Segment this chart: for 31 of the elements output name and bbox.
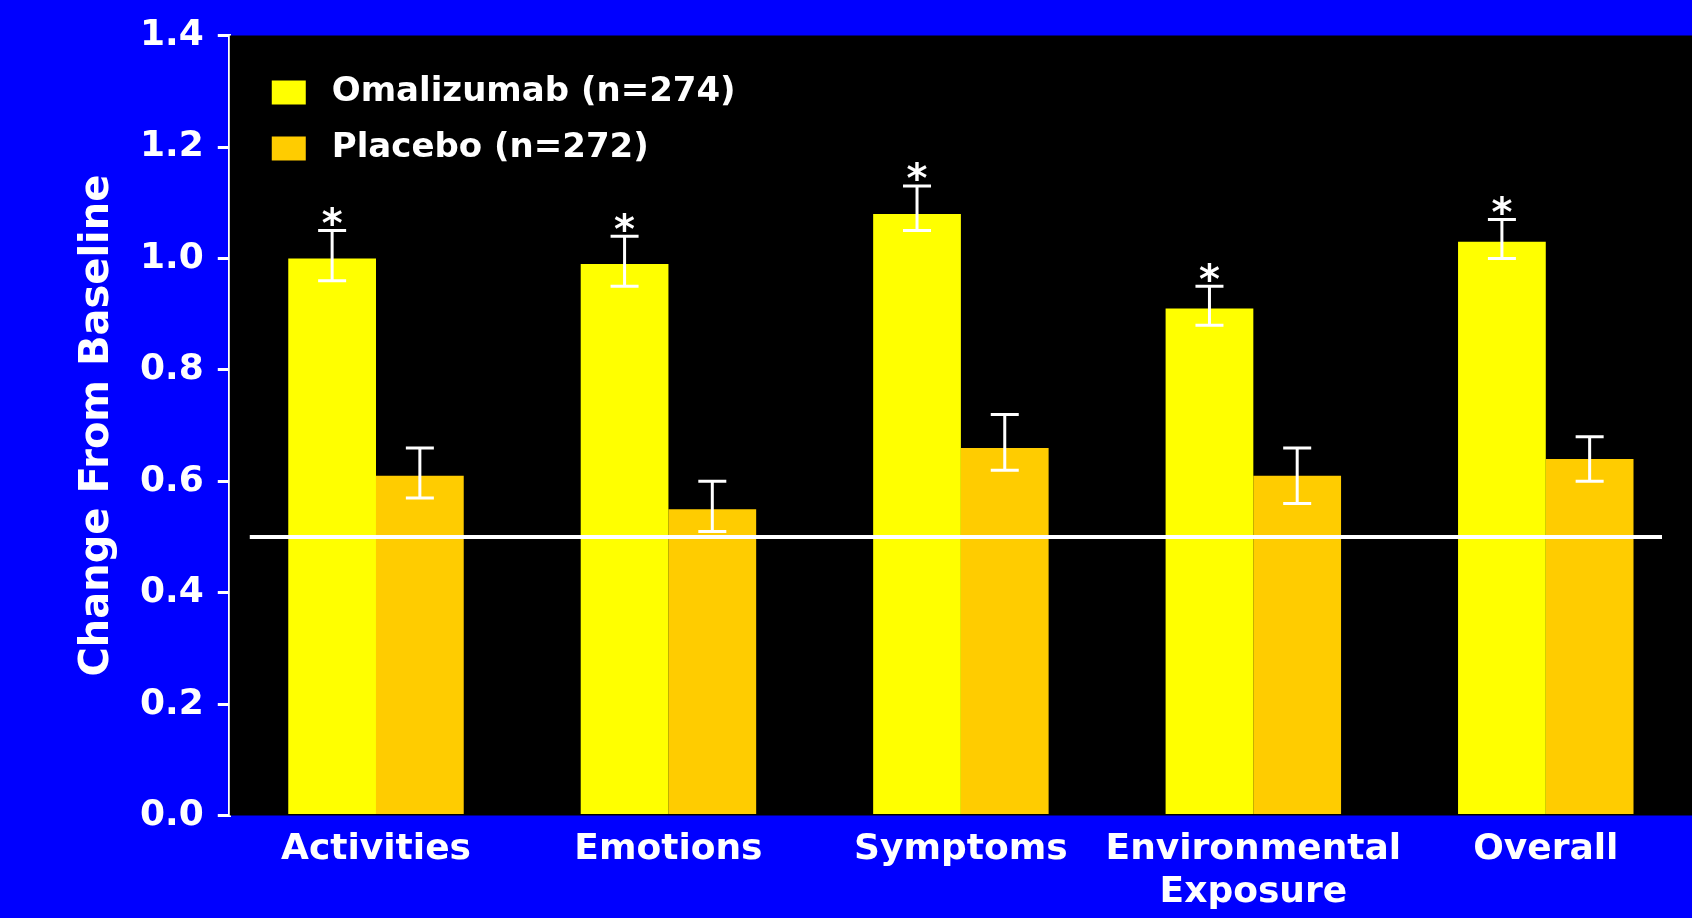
x-tick-label: Activities bbox=[281, 825, 471, 867]
annotation: * bbox=[906, 155, 928, 202]
bar bbox=[873, 213, 961, 815]
bar bbox=[580, 264, 669, 815]
annotation: * bbox=[321, 199, 343, 246]
bar bbox=[668, 509, 757, 815]
y-tick-label: 1.0 bbox=[139, 234, 204, 276]
y-tick-label: 1.4 bbox=[139, 11, 204, 53]
x-tick-label: Emotions bbox=[574, 825, 763, 867]
annotation: * bbox=[1199, 255, 1220, 302]
y-tick-label: 0.6 bbox=[139, 457, 204, 499]
y-tick-label: 0.4 bbox=[139, 569, 204, 611]
x-tick-label: Overall bbox=[1473, 825, 1619, 867]
bar bbox=[1545, 459, 1634, 815]
bar bbox=[376, 475, 464, 815]
legend-label: Omalizumab (n=274) bbox=[331, 69, 736, 110]
y-axis-title: Change From Baseline bbox=[71, 174, 118, 677]
annotation: * bbox=[614, 205, 636, 252]
bar bbox=[1253, 475, 1342, 815]
y-tick-label: 0.2 bbox=[139, 680, 204, 722]
x-tick-label: Environmental Exposure bbox=[1105, 825, 1402, 910]
y-tick-label: 0.8 bbox=[139, 346, 204, 388]
x-tick-label: Symptoms bbox=[854, 825, 1068, 867]
legend-label: Placebo (n=272) bbox=[331, 125, 649, 166]
bar bbox=[1458, 241, 1546, 815]
y-tick-label: 1.2 bbox=[139, 123, 204, 165]
y-tick-label: 0.0 bbox=[139, 791, 204, 833]
bar bbox=[960, 447, 1049, 815]
bar bbox=[288, 258, 376, 815]
annotation: * bbox=[1491, 188, 1513, 235]
bar bbox=[1165, 308, 1254, 815]
